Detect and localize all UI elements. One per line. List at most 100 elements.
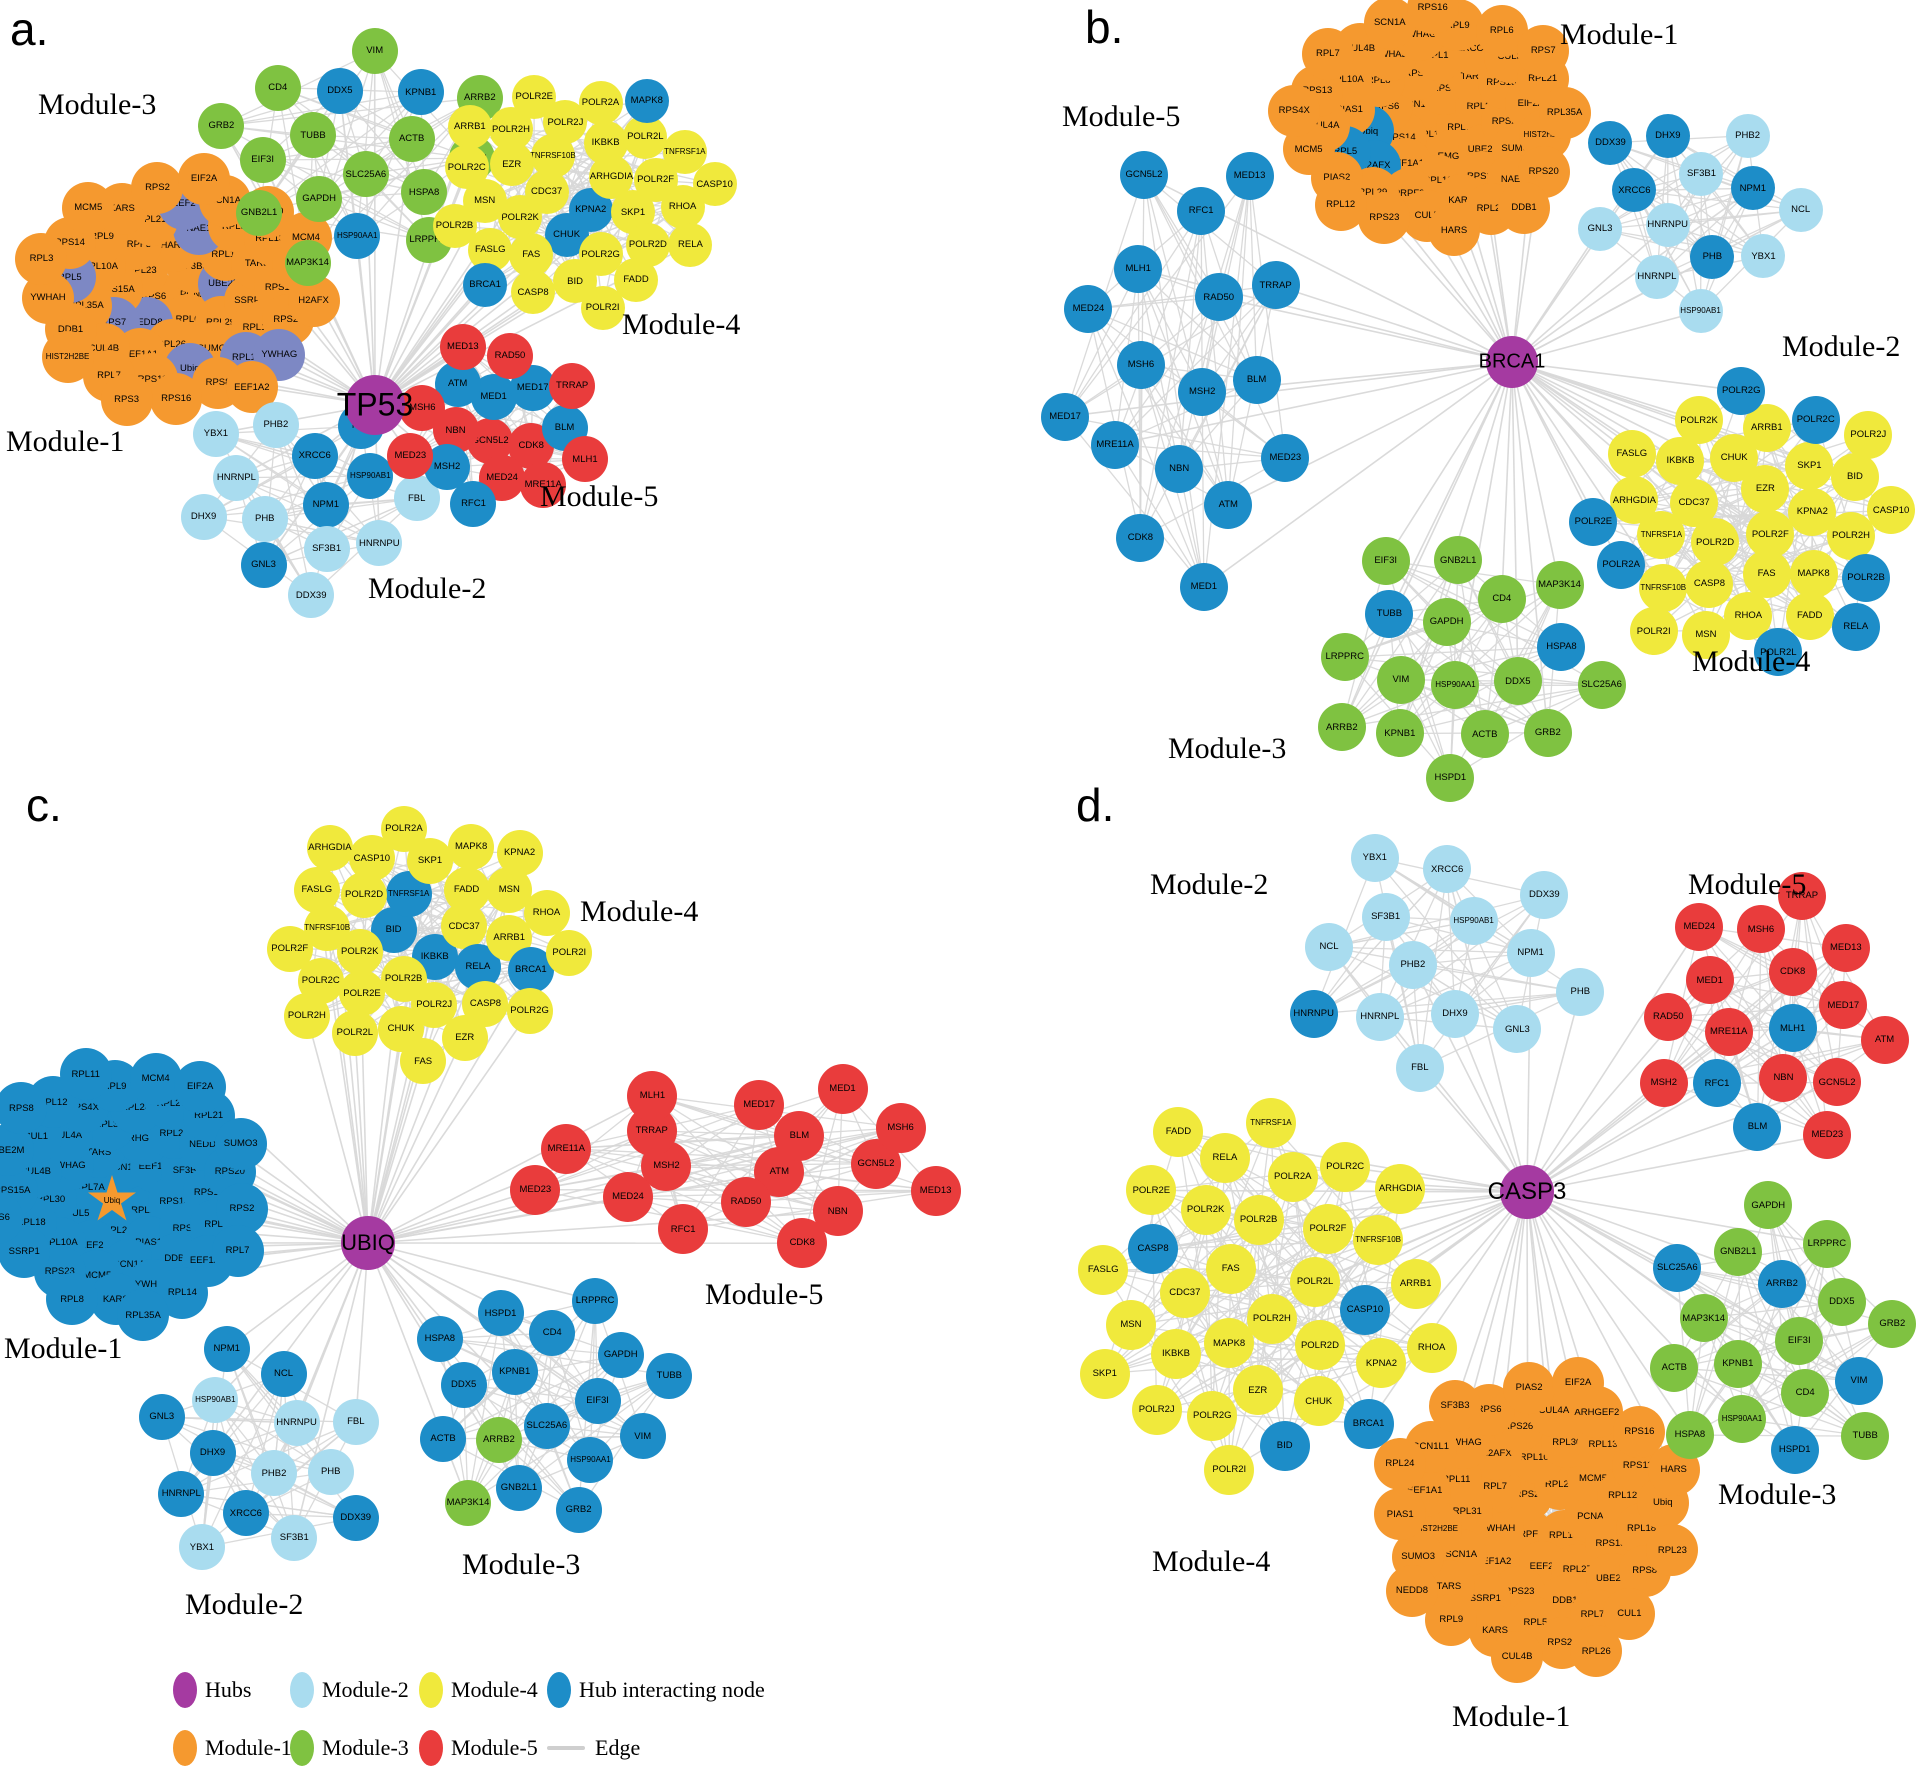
network-node-MSH6: MSH6 — [875, 1102, 926, 1153]
network-node-RPL11: RPL11 — [59, 1048, 112, 1101]
network-node-RPS2: RPS2 — [131, 161, 184, 214]
legend-label-module-2: Module-2 — [322, 1677, 409, 1702]
hub-node-BRCA1 — [1486, 336, 1538, 388]
network-node-MED13: MED13 — [439, 324, 486, 371]
network-node-HNRNPU: HNRNPU — [1289, 989, 1338, 1038]
legend-swatch-module-4 — [419, 1672, 443, 1708]
network-node-RPS3: RPS3 — [100, 373, 153, 426]
network-node-HSP90AA1: HSP90AA1 — [567, 1436, 614, 1483]
network-node-HSPD1: HSPD1 — [1770, 1426, 1819, 1475]
network-node-TNFRSF10B: TNFRSF10B — [1639, 564, 1688, 613]
network-node-MED17: MED17 — [734, 1080, 785, 1131]
network-node-BLM: BLM — [1232, 355, 1281, 404]
network-node-SKP1: SKP1 — [1079, 1348, 1130, 1399]
network-node-NBN: NBN — [1759, 1053, 1808, 1102]
network-node-YBX1: YBX1 — [1741, 234, 1786, 279]
network-node-MED13: MED13 — [1821, 923, 1870, 972]
network-node-ACTB: ACTB — [388, 115, 435, 162]
network-node-POLR2G: POLR2G — [578, 232, 623, 277]
network-node-YBX1: YBX1 — [192, 410, 239, 457]
network-node-FASLG: FASLG — [1607, 429, 1656, 478]
network-node-MLH1: MLH1 — [1768, 1004, 1817, 1053]
network-node-ARRB2: ARRB2 — [1758, 1259, 1807, 1308]
network-node-CDC37: CDC37 — [1159, 1267, 1210, 1318]
network-node-POLR2L: POLR2L — [331, 1009, 378, 1056]
network-node-CASP10: CASP10 — [1867, 486, 1916, 535]
network-node-FAS: FAS — [1742, 550, 1791, 599]
network-node-SLC25A6: SLC25A6 — [342, 151, 389, 198]
hub-node-TP53 — [345, 375, 405, 435]
network-node-VIM: VIM — [619, 1413, 666, 1460]
network-node-XRCC6: XRCC6 — [1612, 168, 1657, 213]
network-node-ARHGDIA: ARHGDIA — [1610, 476, 1659, 525]
network-node-EZR: EZR — [1232, 1365, 1283, 1416]
hub-label-BRCA1: BRCA1 — [1478, 350, 1546, 373]
network-node-MRE11A: MRE11A — [1091, 420, 1140, 469]
network-node-TRRAP: TRRAP — [1251, 261, 1300, 310]
network-node-ACTB: ACTB — [1460, 710, 1509, 759]
network-node-TNFRSF1A: TNFRSF1A — [662, 129, 707, 174]
network-node-MED1: MED1 — [1179, 562, 1228, 611]
network-node-POLR2G: POLR2G — [1187, 1391, 1238, 1442]
network-node-MED23: MED23 — [387, 432, 434, 479]
network-node-PHB: PHB — [1690, 235, 1735, 280]
network-node-MED24: MED24 — [1675, 902, 1724, 951]
network-node-DHX9: DHX9 — [1645, 114, 1690, 159]
network-node-MAPK8: MAPK8 — [1789, 549, 1838, 598]
network-node-HSP90AB1: HSP90AB1 — [1449, 896, 1498, 945]
network-node-RELA: RELA — [1831, 602, 1880, 651]
network-node-RFC1: RFC1 — [1693, 1059, 1742, 1108]
network-node-RPS16: RPS16 — [150, 372, 203, 425]
network-node-MED23: MED23 — [1803, 1110, 1852, 1159]
network-node-POLR2E: POLR2E — [512, 74, 557, 119]
network-node-PIAS2: PIAS2 — [1503, 1362, 1556, 1415]
network-node-MED17: MED17 — [1819, 981, 1868, 1030]
network-node-RPL35A: RPL35A — [117, 1289, 170, 1342]
network-node-DDX39: DDX39 — [1520, 870, 1569, 919]
network-node-RELA: RELA — [1199, 1133, 1250, 1184]
module-label-module-4: Module-4 — [1692, 645, 1811, 678]
network-node-HNRNPL: HNRNPL — [213, 454, 260, 501]
network-node-KPNA2: KPNA2 — [1356, 1338, 1407, 1389]
network-node-MAP3K14: MAP3K14 — [444, 1479, 491, 1526]
network-node-GNB2L1: GNB2L1 — [1714, 1227, 1763, 1276]
network-node-EIF3I: EIF3I — [239, 136, 286, 183]
network-node-EIF3I: EIF3I — [1775, 1316, 1824, 1365]
network-node-GNL3: GNL3 — [240, 542, 287, 588]
network-node-GRB2: GRB2 — [198, 102, 245, 149]
network-node-POLR2E: POLR2E — [1126, 1165, 1177, 1216]
network-node-POLR2E: POLR2E — [339, 970, 386, 1017]
network-node-ARRB1: ARRB1 — [447, 104, 492, 149]
network-node-CDK8: CDK8 — [1116, 514, 1165, 563]
network-node-DDX39: DDX39 — [332, 1494, 379, 1541]
network-node-MED1: MED1 — [817, 1064, 868, 1115]
network-node-DDX39: DDX39 — [288, 572, 335, 619]
network-node-GNL3: GNL3 — [1493, 1005, 1542, 1054]
network-node-NPM1: NPM1 — [203, 1325, 250, 1372]
network-node-ARHGDIA: ARHGDIA — [1375, 1163, 1426, 1214]
module-label-module-4: Module-4 — [1152, 1545, 1271, 1578]
network-node-GRB2: GRB2 — [1868, 1299, 1917, 1348]
network-node-XRCC6: XRCC6 — [1423, 845, 1472, 894]
network-node-CD4: CD4 — [529, 1310, 576, 1357]
network-node-NPM1: NPM1 — [302, 481, 349, 528]
network-node-MED23: MED23 — [1261, 434, 1310, 482]
network-node-VIM: VIM — [1834, 1356, 1883, 1405]
network-node-GAPDH: GAPDH — [1422, 597, 1471, 646]
network-node-SF3B1: SF3B1 — [1679, 151, 1724, 196]
network-node-POLR2E: POLR2E — [1569, 497, 1618, 546]
network-node-TUBB: TUBB — [290, 112, 337, 159]
network-node-HSP90AB1: HSP90AB1 — [192, 1376, 239, 1423]
network-node-XRCC6: XRCC6 — [291, 432, 338, 479]
network-node-GRB2: GRB2 — [1523, 708, 1572, 757]
network-node-CASP8: CASP8 — [1128, 1224, 1179, 1275]
network-node-NPM1: NPM1 — [1730, 166, 1775, 211]
network-node-FADD: FADD — [614, 257, 659, 302]
network-node-BLM: BLM — [1733, 1103, 1782, 1151]
network-node-CASP10: CASP10 — [1339, 1285, 1390, 1336]
network-node-MAPK8: MAPK8 — [624, 78, 669, 123]
network-node-FASLG: FASLG — [293, 866, 340, 913]
network-node-CUL1: CUL1 — [1603, 1588, 1656, 1641]
network-node-CHUK: CHUK — [378, 1005, 425, 1052]
network-node-MED17: MED17 — [1041, 392, 1090, 441]
